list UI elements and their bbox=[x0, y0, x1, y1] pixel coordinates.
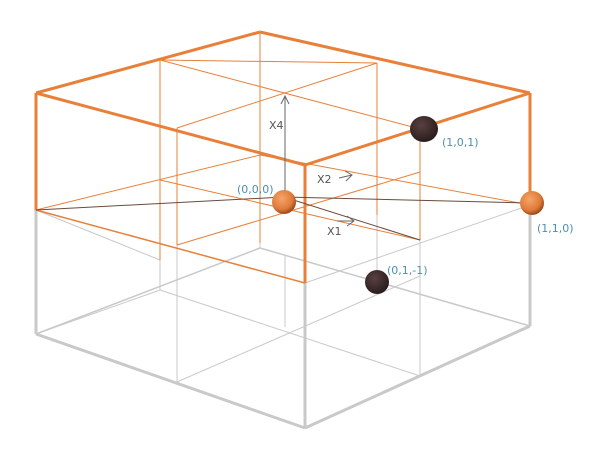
x2-axis-label: X2 bbox=[317, 173, 332, 186]
lower-edge bbox=[304, 324, 531, 430]
x1-axis-arrowhead bbox=[346, 215, 355, 227]
mid-plane-line bbox=[283, 196, 421, 241]
point-101: (1,0,1) bbox=[410, 116, 479, 149]
upper-grid bbox=[35, 154, 261, 211]
point-101-label: (1,0,1) bbox=[442, 136, 479, 149]
lower-cube bbox=[34, 204, 532, 430]
upper-grid bbox=[176, 62, 378, 129]
upper-edge bbox=[259, 30, 531, 95]
lower-edge bbox=[35, 247, 261, 335]
x1-axis-label: X1 bbox=[327, 225, 342, 238]
upper-grid bbox=[176, 171, 421, 246]
mid-plane-line bbox=[283, 196, 528, 204]
point-01m1: (0,1,-1) bbox=[365, 264, 428, 294]
upper-edge bbox=[35, 30, 261, 95]
point-110-marker bbox=[520, 191, 544, 215]
lower-grid bbox=[35, 209, 161, 261]
point-000-marker bbox=[272, 190, 296, 214]
lower-grid bbox=[304, 204, 531, 284]
x2-axis-line bbox=[338, 174, 353, 179]
point-110: (1,1,0) bbox=[520, 191, 574, 235]
x2-axis-arrowhead bbox=[344, 170, 353, 182]
lower-grid bbox=[35, 289, 161, 335]
upper-grid bbox=[159, 59, 378, 64]
upper-edge bbox=[35, 91, 306, 167]
x4-axis-label: X4 bbox=[269, 119, 284, 132]
point-110-label: (1,1,0) bbox=[537, 222, 574, 235]
point-000: (0,0,0) bbox=[237, 183, 296, 214]
upper-cube bbox=[34, 30, 532, 284]
point-01m1-label: (0,1,-1) bbox=[387, 264, 428, 277]
upper-grid bbox=[35, 209, 306, 284]
point-000-label: (0,0,0) bbox=[237, 183, 274, 196]
x4-axis-arrowhead bbox=[280, 94, 290, 105]
upper-grid bbox=[159, 59, 421, 130]
axes bbox=[280, 94, 355, 227]
mid-plane-line bbox=[35, 196, 285, 211]
lower-edge bbox=[35, 332, 306, 430]
lower-grid bbox=[159, 289, 421, 377]
mid-plane bbox=[35, 196, 528, 241]
point-101-marker bbox=[410, 116, 438, 142]
point-01m1-marker bbox=[365, 270, 389, 294]
